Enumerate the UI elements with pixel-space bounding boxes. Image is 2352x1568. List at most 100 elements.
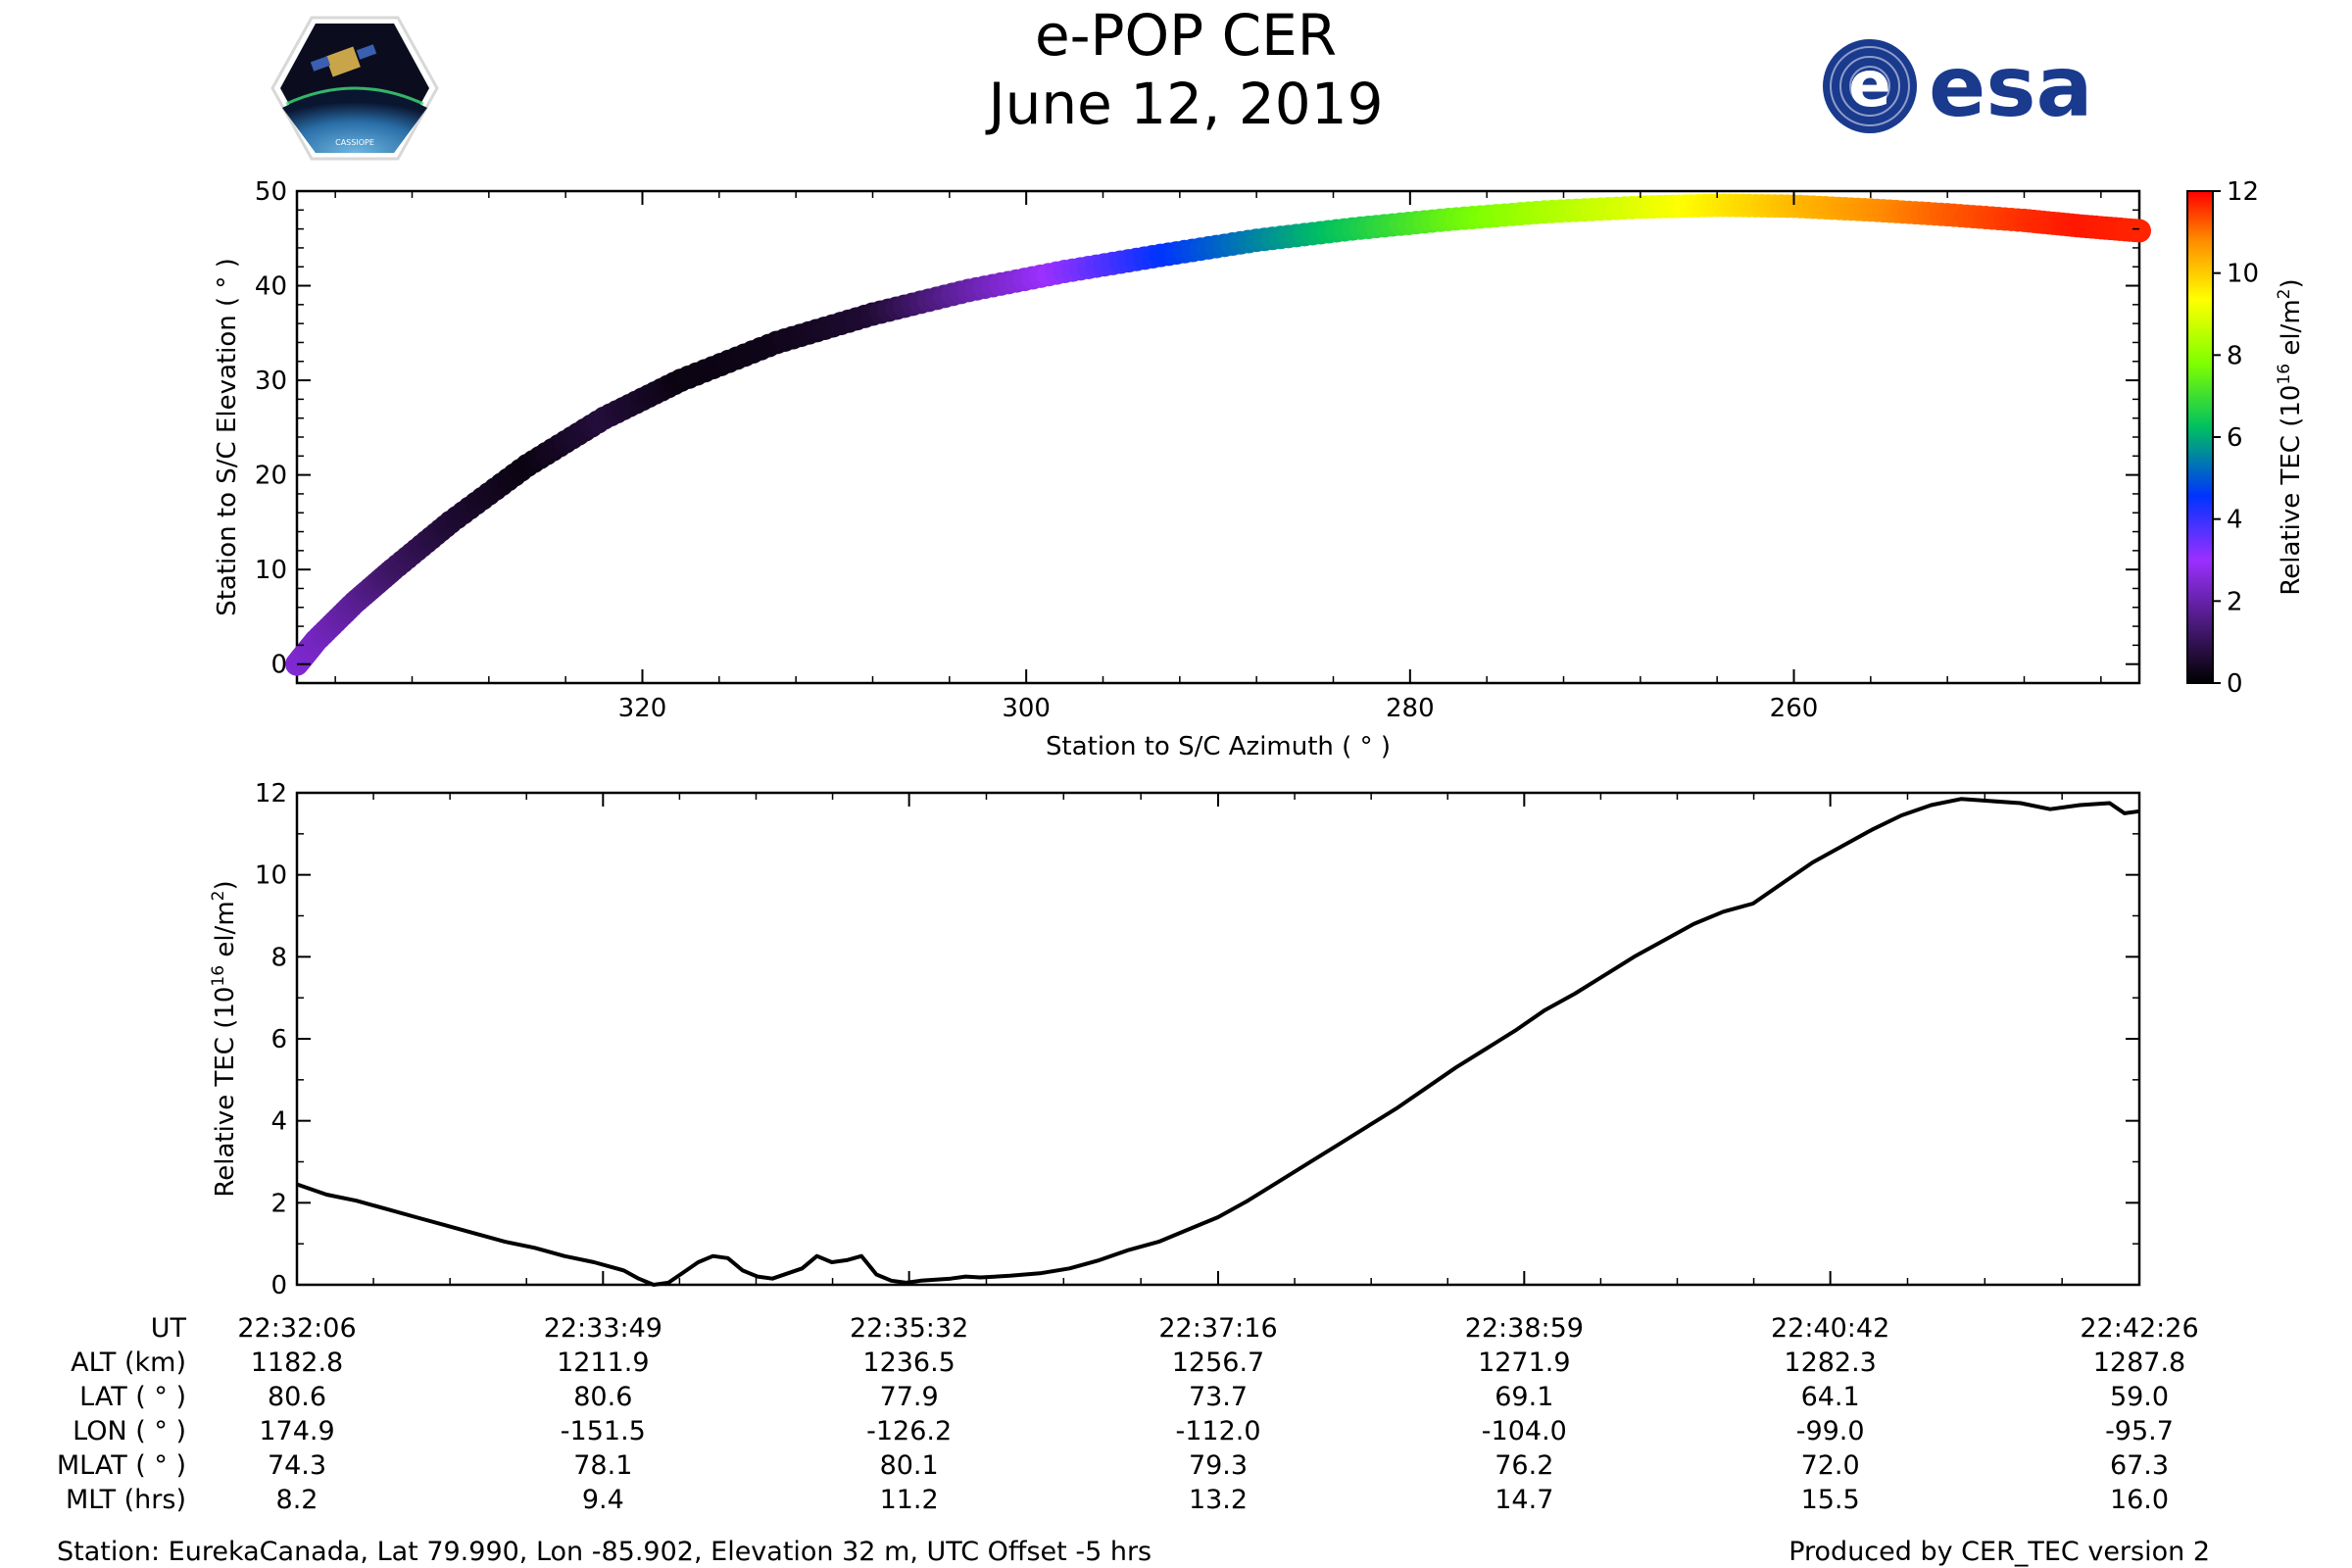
bottom-y-tick-label: 6: [270, 1025, 287, 1054]
bottom-y-label-close: ): [211, 880, 240, 890]
colorbar-gradient: [2186, 190, 2214, 684]
tec-series-line: [296, 797, 2140, 1287]
ephemeris-cell: 9.4: [582, 1485, 624, 1515]
chart-subtitle: June 12, 2019: [985, 71, 1383, 137]
colorbar-label-unit: el/m: [2277, 299, 2306, 364]
ephemeris-cell: 174.9: [259, 1416, 334, 1446]
ephemeris-cell: -112.0: [1175, 1416, 1260, 1446]
track-points: [285, 193, 2151, 676]
bottom-y-tick-label: 10: [255, 861, 287, 891]
ephemeris-cell: -151.5: [561, 1416, 646, 1446]
ephemeris-table: UT ALT (km) LAT ( ° ) LON ( ° ) MLAT ( ° ) ML…: [57, 1313, 2199, 1515]
bottom-y-tick-label: 2: [270, 1189, 287, 1218]
top-y-tick-label: 20: [255, 462, 287, 491]
chart-title: e-POP CER: [1035, 2, 1337, 69]
ephemeris-cell: 1256.7: [1172, 1348, 1264, 1378]
ephemeris-cell: 15.5: [1801, 1485, 1860, 1515]
ephemeris-cell: 16.0: [2110, 1485, 2169, 1515]
track-point: [2128, 219, 2151, 243]
bottom-y-label-unit: el/m: [211, 901, 240, 965]
ephemeris-cell: 22:38:59: [1465, 1313, 1584, 1344]
ephemeris-cell: -126.2: [866, 1416, 952, 1446]
ephemeris-cell: 64.1: [1801, 1382, 1860, 1412]
ephemeris-cell: -99.0: [1796, 1416, 1865, 1446]
top-y-tick-label: 40: [255, 272, 287, 302]
ephemeris-row-label: UT: [151, 1313, 187, 1344]
ephemeris-cell: 22:35:32: [850, 1313, 968, 1344]
ephemeris-cell: 1287.8: [2093, 1348, 2185, 1378]
ephemeris-cell: 11.2: [880, 1485, 939, 1515]
ephemeris-cell: 22:32:06: [237, 1313, 356, 1344]
producer-info: Produced by CER_TEC version 2: [1788, 1537, 2210, 1567]
bottom-y-axis-label: Relative TEC (1016 el/m2): [209, 880, 240, 1197]
top-x-tick-label: 280: [1386, 694, 1435, 723]
bottom-y-label-sup: 16: [209, 965, 228, 987]
colorbar-tick-label: 10: [2227, 260, 2259, 289]
ephemeris-cell: 1236.5: [862, 1348, 955, 1378]
ephemeris-cell: -104.0: [1482, 1416, 1567, 1446]
ephemeris-row-label: ALT (km): [71, 1348, 186, 1378]
ephemeris-cell: 8.2: [276, 1485, 318, 1515]
ephemeris-cell: 76.2: [1494, 1450, 1553, 1481]
ephemeris-row-label: LAT ( ° ): [79, 1382, 186, 1412]
top-y-axis-label: Station to S/C Elevation ( ° ): [213, 258, 242, 616]
bottom-y-tick-label: 0: [270, 1271, 287, 1300]
colorbar-tick-label: 0: [2227, 669, 2243, 699]
colorbar-tick-label: 6: [2227, 423, 2243, 453]
top-x-tick-label: 320: [618, 694, 667, 723]
colorbar-label-sup2: 2: [2275, 289, 2294, 300]
top-x-tick-label: 260: [1770, 694, 1819, 723]
bottom-y-tick-label: 8: [270, 943, 287, 972]
top-y-tick-label: 0: [270, 651, 287, 680]
colorbar-tick-label: 8: [2227, 341, 2243, 370]
ephemeris-cell: 22:33:49: [544, 1313, 662, 1344]
station-info: Station: EurekaCanada, Lat 79.990, Lon -…: [57, 1537, 1152, 1567]
bottom-plot-frame: [295, 791, 2141, 1287]
cassiope-logo: CASSIOPE: [270, 16, 439, 161]
ephemeris-cell: 1282.3: [1784, 1348, 1876, 1378]
ephemeris-cell: -95.7: [2105, 1416, 2174, 1446]
azimuth-elevation-plot: 0 10 20 30 40 50 320 300 280 260 Station to S/C A…: [213, 177, 2151, 761]
ephemeris-cell: 69.1: [1494, 1382, 1553, 1412]
colorbar-tick-label: 12: [2227, 177, 2259, 207]
ephemeris-cell: 13.2: [1189, 1485, 1248, 1515]
top-y-tick-label: 10: [255, 556, 287, 585]
ephemeris-row-label: MLT (hrs): [66, 1485, 186, 1515]
ephemeris-cell: 78.1: [573, 1450, 632, 1481]
colorbar-label-main: Relative TEC (10: [2277, 385, 2306, 596]
ephemeris-cell: 14.7: [1494, 1485, 1553, 1515]
ephemeris-cell: 67.3: [2110, 1450, 2169, 1481]
esa-logo-text: esa: [1929, 38, 2093, 136]
ephemeris-cell: 80.6: [573, 1382, 632, 1412]
colorbar-label: Relative TEC (1016 el/m2): [2275, 278, 2306, 595]
colorbar-tick-label: 2: [2227, 587, 2243, 616]
colorbar-label-sup: 16: [2275, 364, 2294, 385]
ephemeris-cell: 73.7: [1189, 1382, 1248, 1412]
ephemeris-row-label: LON ( ° ): [73, 1416, 186, 1446]
bottom-y-tick-label: 4: [270, 1107, 287, 1137]
top-y-tick-label: 30: [255, 367, 287, 396]
ephemeris-cell: 1271.9: [1478, 1348, 1570, 1378]
colorbar-tick-label: 4: [2227, 506, 2243, 535]
ephemeris-cell: 22:42:26: [2080, 1313, 2198, 1344]
ephemeris-cell: 74.3: [268, 1450, 326, 1481]
bottom-y-tick-label: 12: [255, 779, 287, 808]
top-x-tick-label: 300: [1002, 694, 1051, 723]
colorbar-label-close: ): [2277, 278, 2306, 288]
esa-logo-e-glyph: e: [1848, 49, 1890, 122]
bottom-y-label-main: Relative TEC (10: [211, 987, 240, 1198]
ephemeris-cell: 22:40:42: [1771, 1313, 1889, 1344]
esa-logo: e esa: [1823, 38, 2093, 136]
bottom-y-label-sup2: 2: [209, 891, 228, 902]
ephemeris-cell: 77.9: [880, 1382, 939, 1412]
ephemeris-cell: 72.0: [1801, 1450, 1860, 1481]
ephemeris-cell: 80.1: [880, 1450, 939, 1481]
top-x-axis-label: Station to S/C Azimuth ( ° ): [1046, 732, 1391, 761]
ephemeris-cell: 22:37:16: [1158, 1313, 1277, 1344]
ephemeris-cell: 1211.9: [557, 1348, 649, 1378]
ephemeris-cell: 79.3: [1189, 1450, 1248, 1481]
ephemeris-row-label: MLAT ( ° ): [57, 1450, 186, 1481]
ephemeris-cell: 80.6: [268, 1382, 326, 1412]
